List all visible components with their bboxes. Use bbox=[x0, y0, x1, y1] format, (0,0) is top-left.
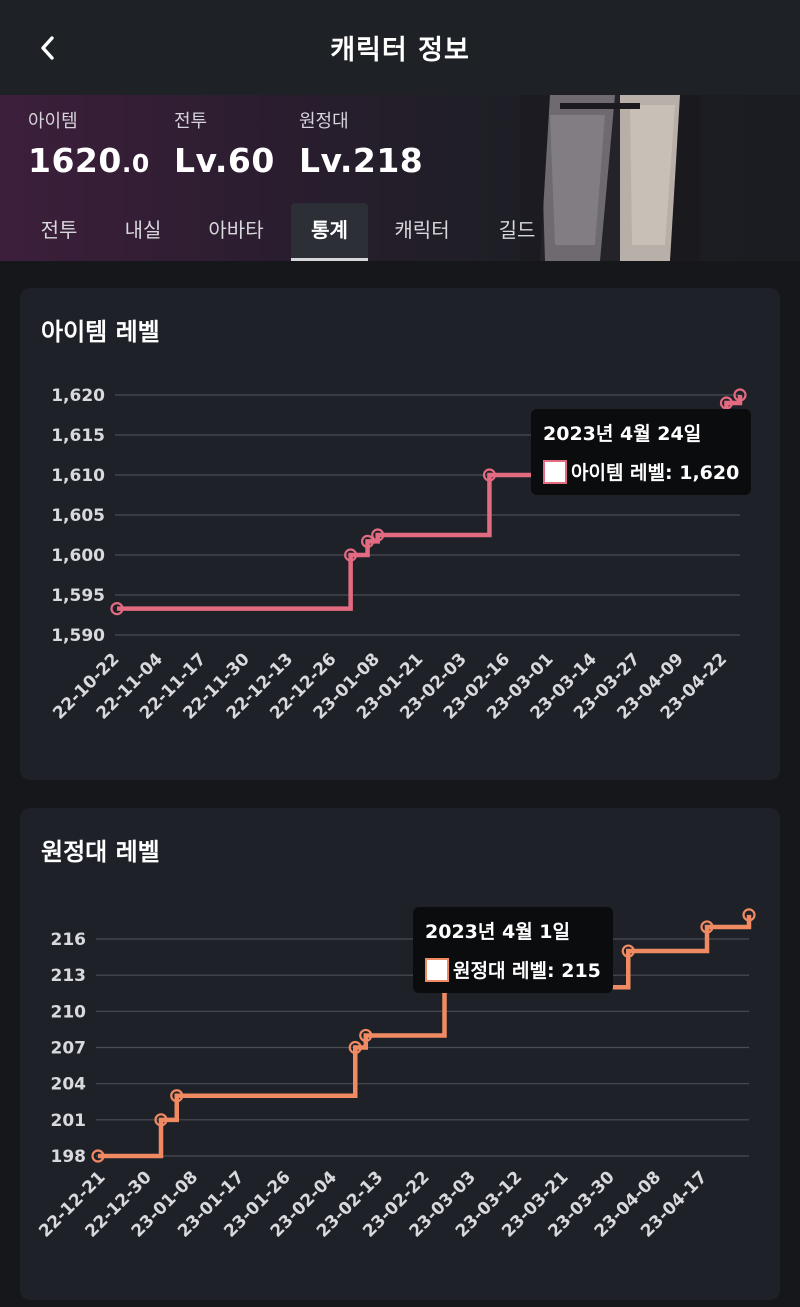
data-point[interactable] bbox=[733, 388, 747, 402]
chevron-left-icon bbox=[41, 36, 54, 60]
y-tick-label: 1,600 bbox=[51, 546, 105, 566]
y-tick-label: 213 bbox=[51, 966, 87, 986]
tooltip-value: 원정대 레벨: 215 bbox=[453, 960, 601, 982]
y-tick-label: 204 bbox=[51, 1075, 87, 1095]
chart-tooltip: 2023년 4월 24일 아이템 레벨: 1,620 bbox=[531, 409, 752, 495]
back-button[interactable] bbox=[28, 28, 68, 68]
item-level-chart: 1,6201,6151,6101,6051,6001,5951,59022-10… bbox=[49, 386, 747, 724]
stat-value-decimal: .0 bbox=[121, 149, 150, 178]
character-illustration bbox=[520, 95, 700, 261]
y-tick-label: 1,615 bbox=[51, 426, 105, 446]
series-line bbox=[117, 395, 743, 611]
chart-title: 원정대 레벨 bbox=[41, 838, 160, 866]
data-point[interactable] bbox=[348, 1040, 362, 1055]
y-tick-label: 1,610 bbox=[51, 466, 105, 486]
tab-combat[interactable]: 전투 bbox=[40, 218, 78, 242]
data-point[interactable] bbox=[110, 602, 124, 616]
tab-avatar[interactable]: 아바타 bbox=[208, 218, 264, 242]
tab-statistics[interactable]: 통계 bbox=[291, 203, 368, 261]
stat-label: 아이템 bbox=[28, 111, 78, 132]
data-point[interactable] bbox=[719, 396, 734, 410]
data-point[interactable] bbox=[344, 548, 358, 562]
data-point[interactable] bbox=[482, 468, 497, 482]
stat-expedition-level: 원정대 Lv.218 bbox=[299, 107, 423, 180]
series-line bbox=[98, 914, 752, 1159]
y-tick-label: 1,620 bbox=[51, 386, 105, 406]
tooltip-value: 아이템 레벨: 1,620 bbox=[571, 462, 740, 484]
data-point[interactable] bbox=[621, 944, 635, 958]
data-point[interactable] bbox=[742, 908, 756, 922]
chart-tooltip: 2023년 4월 1일 원정대 레벨: 215 bbox=[413, 907, 613, 993]
data-point[interactable] bbox=[154, 1113, 168, 1127]
stat-label: 전투 bbox=[174, 111, 208, 132]
y-tick-label: 1,590 bbox=[51, 626, 105, 646]
data-point[interactable] bbox=[91, 1149, 105, 1163]
y-tick-label: 1,595 bbox=[51, 586, 105, 606]
data-point[interactable] bbox=[700, 920, 714, 934]
tooltip-date: 2023년 4월 1일 bbox=[425, 921, 570, 943]
stat-value: 1620.0 bbox=[28, 141, 150, 180]
data-point[interactable] bbox=[360, 534, 375, 548]
tooltip-swatch bbox=[425, 957, 449, 982]
data-point[interactable] bbox=[371, 528, 385, 542]
y-tick-label: 210 bbox=[51, 1002, 87, 1022]
stat-value: Lv.218 bbox=[299, 141, 424, 180]
item-level-chart-card: 아이템 레벨 1,620 1,615 1,610 1,605 1,600 1,595 1,5… bbox=[20, 288, 780, 780]
tooltip-row: 원정대 레벨: 215 bbox=[425, 956, 601, 983]
tooltip-swatch bbox=[543, 459, 567, 484]
stat-item-level: 아이템 1620.0 bbox=[28, 107, 150, 180]
character-banner: 아이템 1620.0 전투 Lv.60 원정대 Lv.218 bbox=[0, 95, 800, 261]
tooltip-row: 아이템 레벨: 1,620 bbox=[543, 458, 739, 485]
y-tick-label: 201 bbox=[51, 1111, 87, 1131]
data-point[interactable] bbox=[359, 1028, 373, 1043]
tab-inner[interactable]: 내실 bbox=[124, 218, 162, 242]
expedition-level-chart-card: 원정대 레벨 216 213 210 207 204 201 198 22-12-21 22-1… bbox=[20, 808, 780, 1300]
tab-character[interactable]: 캐릭터 bbox=[394, 218, 450, 242]
top-bar: 캐릭터 정보 bbox=[0, 0, 800, 95]
expedition-level-chart: 21621321020720420119822-12-2122-12-3023-… bbox=[35, 908, 756, 1242]
y-tick-label: 216 bbox=[51, 930, 87, 950]
y-tick-label: 198 bbox=[51, 1147, 87, 1167]
y-tick-label: 207 bbox=[51, 1039, 87, 1059]
chart-title: 아이템 레벨 bbox=[41, 318, 160, 346]
y-tick-label: 1,605 bbox=[51, 506, 105, 526]
tab-bar: 전투 내실 아바타 통계 캐릭터 길드 bbox=[0, 203, 800, 261]
data-point[interactable] bbox=[170, 1089, 184, 1103]
stat-combat-level: 전투 Lv.60 bbox=[174, 107, 275, 180]
page-title: 캐릭터 정보 bbox=[330, 35, 470, 66]
tab-guild[interactable]: 길드 bbox=[498, 218, 536, 242]
stat-label: 원정대 bbox=[299, 111, 349, 132]
stat-value: Lv.60 bbox=[174, 141, 275, 180]
tooltip-date: 2023년 4월 24일 bbox=[543, 423, 702, 445]
stat-value-main: 1620 bbox=[28, 141, 122, 180]
